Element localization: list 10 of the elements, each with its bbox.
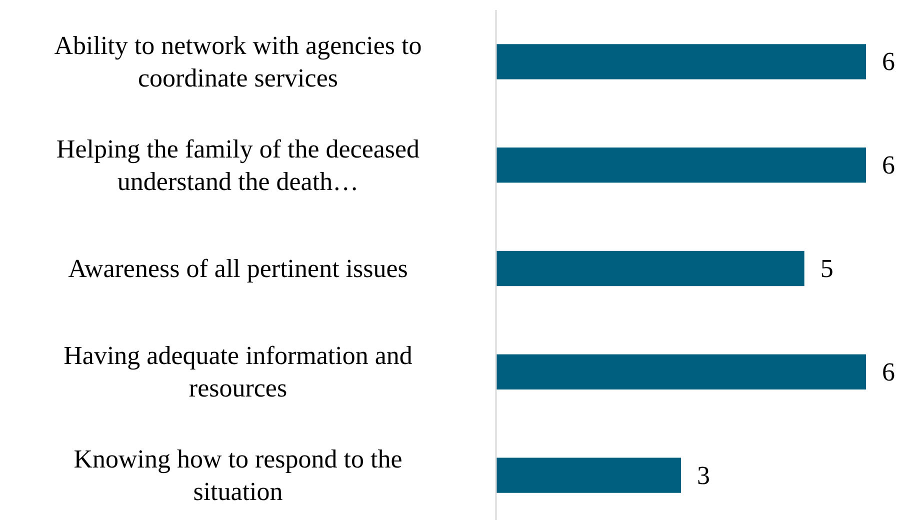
- data-label: 6: [882, 150, 895, 180]
- y-tick-label: Awareness of all pertinent issues: [68, 254, 408, 283]
- data-label: 6: [882, 47, 895, 76]
- y-tick-label: Having adequate information and resources: [64, 341, 412, 403]
- data-label: 3: [697, 460, 710, 490]
- y-tick-label: Helping the family of the deceased understand the death…: [56, 134, 420, 196]
- data-label: 5: [820, 254, 834, 283]
- y-tick-label: Ability to network with agencies to coordinate services: [54, 30, 422, 92]
- y-tick-label: Knowing how to respond to the situation: [74, 444, 402, 506]
- data-label: 6: [882, 357, 895, 386]
